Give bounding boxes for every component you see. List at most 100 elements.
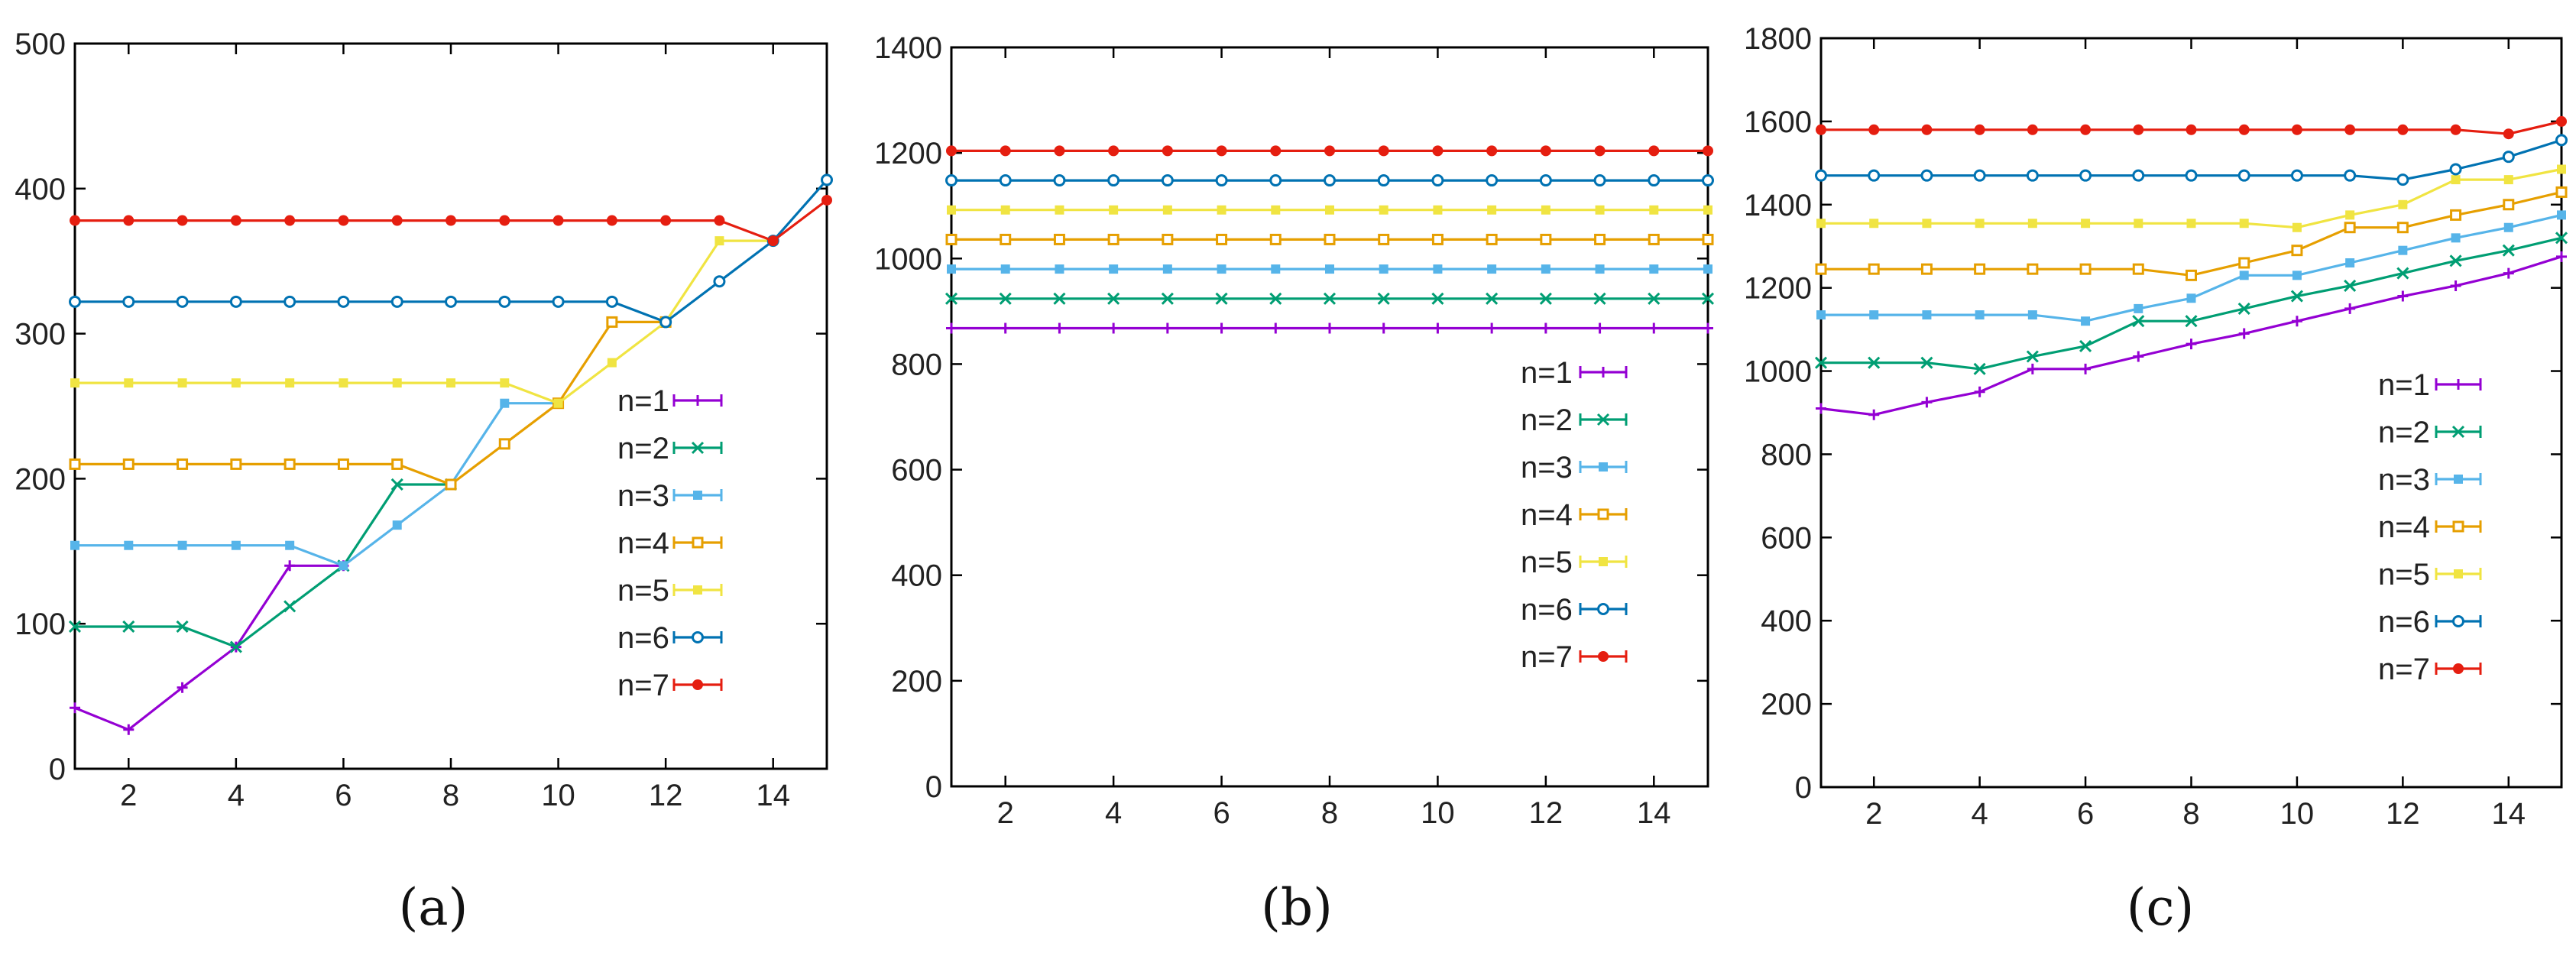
series-n=2 bbox=[945, 292, 1715, 305]
data-point bbox=[2291, 245, 2303, 257]
data-point bbox=[2503, 222, 2513, 232]
data-point bbox=[999, 174, 1012, 187]
series-n=1 bbox=[70, 560, 349, 735]
y-tick-label: 1800 bbox=[1744, 22, 1812, 56]
series-n=5 bbox=[947, 205, 1712, 215]
data-point bbox=[1053, 233, 1065, 245]
data-point bbox=[70, 378, 79, 388]
data-point bbox=[499, 215, 510, 226]
data-point bbox=[1594, 145, 1606, 157]
data-point bbox=[70, 540, 79, 550]
data-point bbox=[498, 295, 511, 308]
x-tick-label: 14 bbox=[2492, 797, 2526, 831]
legend-label: n=5 bbox=[1521, 546, 1573, 579]
legend-marker bbox=[1596, 413, 1610, 426]
data-point bbox=[1162, 205, 1172, 215]
data-point bbox=[1974, 263, 1986, 275]
data-point bbox=[69, 458, 81, 470]
data-point bbox=[1702, 174, 1714, 187]
series-n=4 bbox=[69, 316, 672, 491]
x-tick-label: 14 bbox=[756, 779, 790, 812]
data-point bbox=[1816, 219, 1826, 228]
data-point bbox=[2344, 124, 2356, 135]
data-point bbox=[1593, 174, 1606, 187]
legend-marker bbox=[693, 491, 702, 500]
data-point bbox=[1814, 356, 1828, 369]
data-point bbox=[1109, 205, 1119, 215]
data-point bbox=[1920, 356, 1933, 369]
data-point bbox=[70, 702, 80, 714]
series-n=7 bbox=[946, 145, 1713, 157]
y-tick-label: 1400 bbox=[1744, 189, 1812, 222]
series-n=6 bbox=[1815, 134, 2568, 186]
legend-label: n=7 bbox=[1521, 640, 1573, 674]
data-point bbox=[177, 378, 187, 388]
data-point bbox=[552, 215, 564, 226]
data-point bbox=[946, 145, 957, 157]
data-point bbox=[553, 398, 563, 408]
legend-marker bbox=[1597, 603, 1609, 615]
data-point bbox=[2080, 363, 2092, 374]
data-point bbox=[69, 295, 81, 308]
legend-label: n=7 bbox=[617, 669, 669, 702]
data-point bbox=[2185, 169, 2198, 182]
data-point bbox=[1109, 264, 1119, 274]
data-point bbox=[1162, 264, 1172, 274]
data-point bbox=[1869, 310, 1879, 320]
legend-label: n=3 bbox=[1521, 451, 1573, 484]
series-n=7 bbox=[70, 194, 832, 247]
legend-marker bbox=[1597, 508, 1609, 520]
data-point bbox=[2451, 175, 2461, 185]
data-point bbox=[1540, 322, 1551, 334]
series-n=5 bbox=[1816, 164, 2566, 232]
data-point bbox=[2081, 316, 2091, 326]
x-tick-label: 8 bbox=[2182, 797, 2199, 831]
data-point bbox=[2239, 271, 2249, 280]
data-point bbox=[2186, 339, 2197, 350]
data-point bbox=[284, 215, 296, 226]
data-point bbox=[1107, 174, 1120, 187]
data-point bbox=[2079, 169, 2092, 182]
legend-label: n=3 bbox=[617, 479, 669, 513]
data-point bbox=[2450, 280, 2461, 291]
data-point bbox=[2451, 233, 2461, 243]
data-point bbox=[1595, 205, 1605, 215]
data-point bbox=[1269, 292, 1282, 305]
legend-label: n=1 bbox=[617, 384, 669, 418]
data-point bbox=[1869, 219, 1879, 228]
x-tick-label: 8 bbox=[442, 779, 459, 812]
data-point bbox=[122, 295, 135, 308]
data-point bbox=[1432, 145, 1444, 157]
data-point bbox=[1593, 292, 1606, 305]
data-point bbox=[1921, 397, 1933, 408]
data-point bbox=[1486, 322, 1498, 334]
x-tick-label: 4 bbox=[1972, 797, 1988, 831]
data-point bbox=[659, 316, 672, 329]
series-n=6 bbox=[945, 174, 1714, 187]
data-point bbox=[2449, 254, 2462, 267]
legend-marker bbox=[2453, 663, 2464, 674]
x-tick-label: 12 bbox=[649, 779, 683, 812]
data-point bbox=[1868, 169, 1881, 182]
legend-label: n=4 bbox=[1521, 498, 1573, 532]
legend-marker bbox=[1598, 651, 1609, 662]
data-point bbox=[2396, 267, 2409, 280]
data-point bbox=[2133, 124, 2144, 135]
data-point bbox=[714, 215, 725, 226]
data-point bbox=[2132, 169, 2145, 182]
legend-label: n=2 bbox=[617, 432, 669, 465]
data-point bbox=[2292, 222, 2302, 232]
data-point bbox=[2186, 219, 2196, 228]
plot-frame bbox=[950, 46, 1709, 788]
data-point bbox=[947, 205, 956, 215]
data-point bbox=[2134, 303, 2143, 313]
data-point bbox=[392, 520, 402, 530]
y-tick-label: 800 bbox=[1761, 438, 1812, 472]
data-point bbox=[1974, 386, 1985, 397]
data-point bbox=[124, 378, 134, 388]
y-tick-label: 0 bbox=[925, 770, 942, 804]
data-point bbox=[445, 478, 457, 491]
data-point bbox=[2133, 351, 2144, 362]
legend-marker bbox=[2452, 615, 2464, 627]
